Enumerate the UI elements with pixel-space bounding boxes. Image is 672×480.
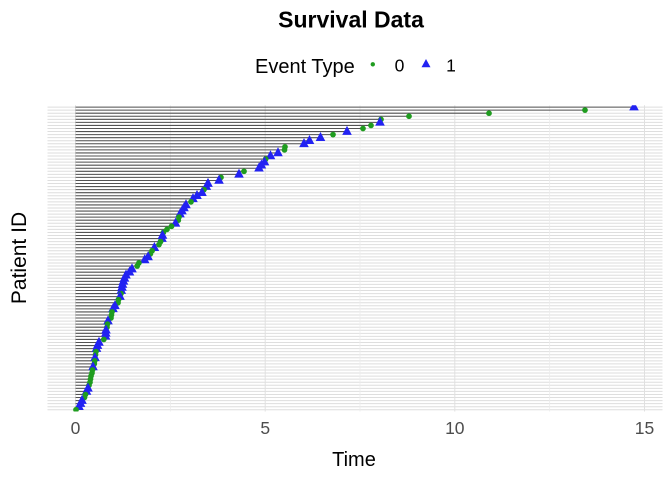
svg-text:10: 10 <box>445 418 465 438</box>
svg-text:0: 0 <box>71 418 81 438</box>
svg-text:Time: Time <box>332 449 376 471</box>
svg-text:5: 5 <box>260 418 270 438</box>
svg-text:15: 15 <box>635 418 654 438</box>
svg-text:Event Type: Event Type <box>255 56 355 78</box>
svg-text:Patient ID: Patient ID <box>8 212 31 304</box>
svg-text:0: 0 <box>395 56 405 76</box>
svg-text:Survival Data: Survival Data <box>278 7 424 33</box>
svg-text:1: 1 <box>446 56 456 76</box>
